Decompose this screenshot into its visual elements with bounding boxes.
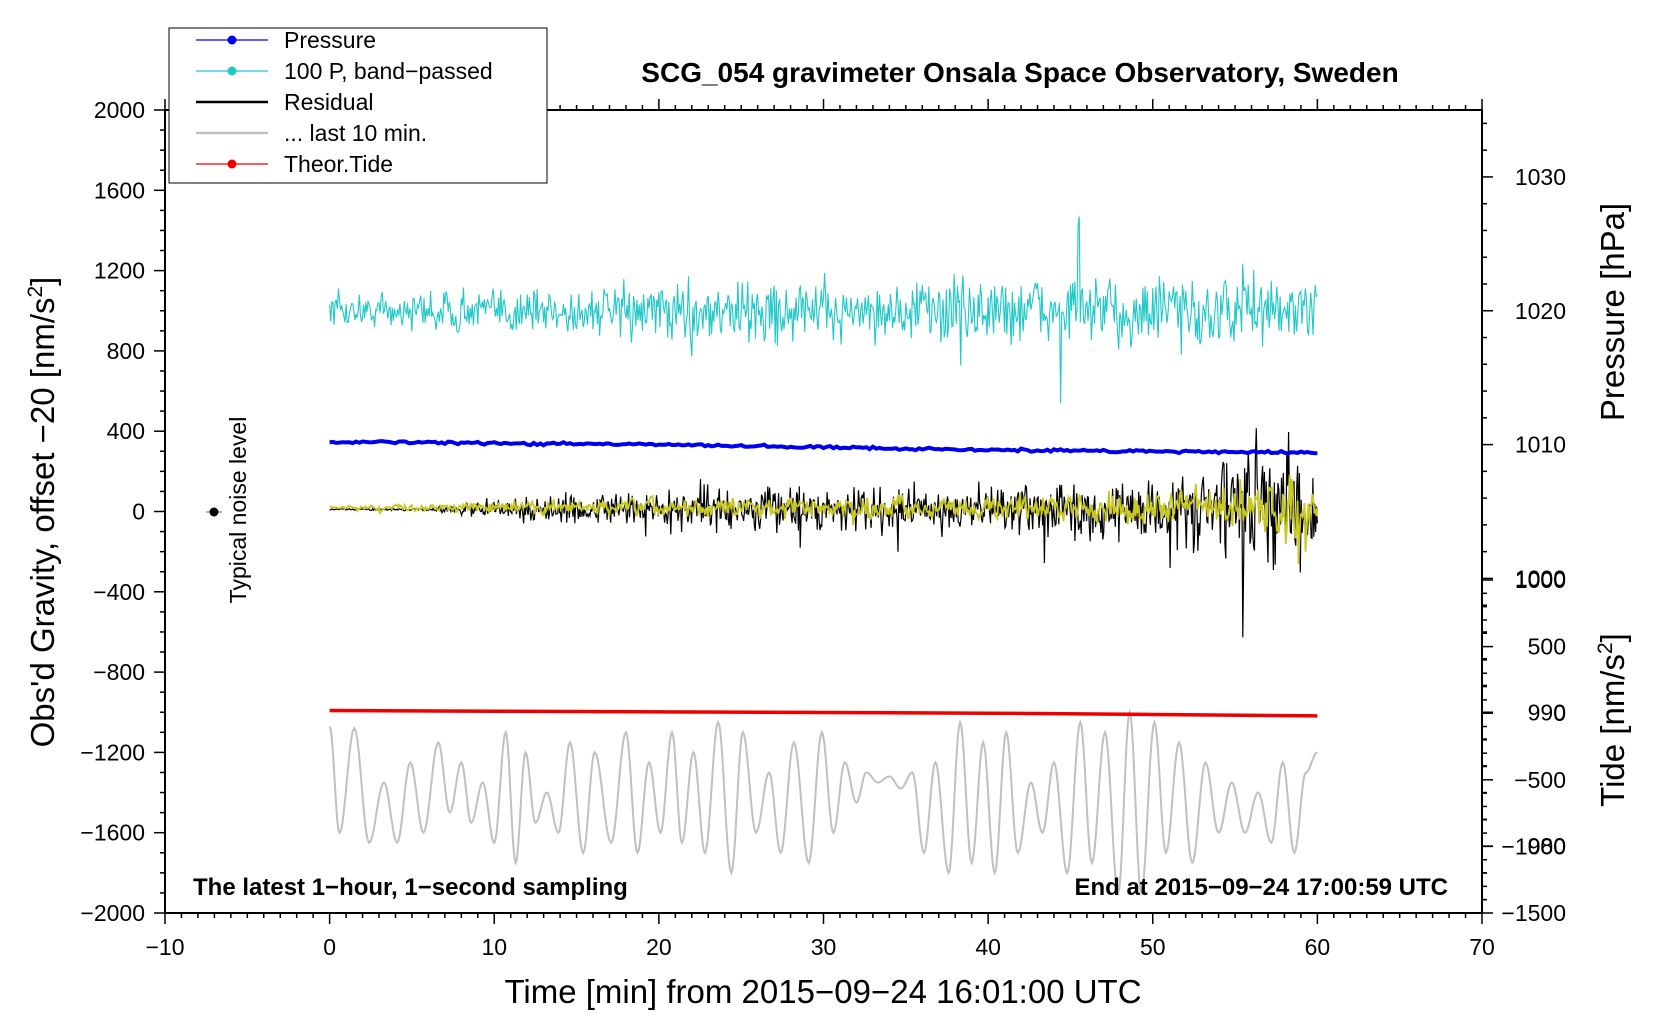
y-left-tick-label: −1200 — [80, 739, 145, 765]
tide-axis-title-close: ] — [1594, 633, 1631, 642]
tide-tick-label: 500 — [1528, 634, 1566, 660]
noise-point — [209, 507, 219, 517]
y-left-tick-label: −800 — [93, 659, 145, 685]
x-tick-label: 0 — [323, 934, 336, 960]
legend-item: 100 P, band−passed — [196, 58, 493, 84]
tide-tick-label: −1500 — [1501, 900, 1566, 926]
tide-tick-label: 1000 — [1515, 567, 1566, 593]
x-tick-label: 20 — [646, 934, 672, 960]
pressure-tick-labels: 1030 1020 1010 1000 990 980 — [1515, 164, 1566, 859]
x-tick-label: 10 — [481, 934, 507, 960]
legend: Pressure 100 P, band−passed Residual ... la… — [168, 27, 548, 184]
series-last-10-min — [328, 708, 1318, 897]
series-pressure — [329, 439, 1318, 456]
tide-axis-title-sup: 2 — [1594, 642, 1617, 654]
y-left-axis-title-sup: 2 — [24, 286, 47, 298]
y-left-tick-label: −1600 — [80, 820, 145, 846]
series-theoretical-tide — [329, 708, 1318, 718]
legend-marker — [227, 66, 237, 76]
pressure-tick-label: 1010 — [1515, 432, 1566, 458]
y-left-tick-label: 800 — [107, 338, 145, 364]
ticks-layer — [154, 99, 1493, 924]
x-tick-label: 50 — [1140, 934, 1166, 960]
legend-label: 100 P, band−passed — [284, 58, 493, 84]
pressure-axis-title: Pressure [hPa] — [1594, 203, 1631, 421]
x-tick-label: 70 — [1469, 934, 1495, 960]
pressure-tick-label: 980 — [1528, 833, 1566, 859]
legend-marker — [227, 159, 237, 169]
pressure-tick-label: 990 — [1528, 699, 1566, 725]
y-left-axis-title-close: ] — [24, 277, 61, 286]
y-left-axis-title-main: Obs'd Gravity, offset −20 [nm/s — [24, 298, 61, 748]
legend-item: ... last 10 min. — [196, 120, 427, 146]
noise-label: Typical noise level — [225, 417, 251, 604]
tide-tick-label: 0 — [1553, 700, 1566, 726]
tide-tick-label: −1000 — [1501, 833, 1566, 859]
tide-tick-label: −500 — [1514, 767, 1566, 793]
legend-label: ... last 10 min. — [284, 120, 427, 146]
legend-item: Residual — [196, 89, 374, 115]
x-tick-label: 30 — [811, 934, 837, 960]
series-residual — [329, 428, 1318, 638]
noise-marker: Typical noise level — [206, 417, 251, 604]
y-left-tick-label: 1200 — [94, 258, 145, 284]
legend-box — [168, 27, 548, 184]
tide-tick-labels: 1000 500 0 −500 −1000 −1500 — [1501, 567, 1566, 926]
footer-left-text: The latest 1−hour, 1−second sampling — [193, 874, 628, 901]
pressure-tick-label: 1030 — [1515, 164, 1566, 190]
y-left-tick-label: 400 — [107, 418, 145, 444]
pressure-tick-label: 1020 — [1515, 298, 1566, 324]
x-tick-labels: −10 0 10 20 30 40 50 60 70 — [145, 934, 1494, 960]
chart-title: SCG_054 gravimeter Onsala Space Observat… — [641, 57, 1398, 88]
pressure-tick-label: 1000 — [1515, 565, 1566, 591]
y-left-tick-label: −400 — [93, 579, 145, 605]
legend-marker — [227, 35, 237, 45]
x-tick-label: 40 — [975, 934, 1001, 960]
legend-label: Pressure — [284, 27, 376, 53]
x-axis-title: Time [min] from 2015−09−24 16:01:00 UTC — [504, 973, 1141, 1010]
footer-right-text: End at 2015−09−24 17:00:59 UTC — [1074, 874, 1448, 901]
legend-item: Pressure — [196, 27, 376, 53]
tide-axis-title: Tide [nm/s2] — [1594, 633, 1631, 807]
y-left-axis-title: Obs'd Gravity, offset −20 [nm/s2] — [24, 277, 61, 748]
x-tick-label: −10 — [145, 934, 184, 960]
series-band-passed-pressure — [329, 216, 1318, 404]
y-left-tick-label: 1600 — [94, 177, 145, 203]
y-left-tick-label: 2000 — [94, 97, 145, 123]
y-left-tick-label: −2000 — [80, 900, 145, 926]
y-left-tick-label: 0 — [132, 499, 145, 525]
x-tick-label: 60 — [1305, 934, 1331, 960]
series-layer — [328, 216, 1319, 897]
series-residual-filtered — [329, 474, 1319, 565]
legend-label: Theor.Tide — [284, 151, 393, 177]
legend-item: Theor.Tide — [196, 151, 393, 177]
legend-entries: Pressure 100 P, band−passed Residual ... la… — [196, 27, 493, 177]
tide-axis-title-main: Tide [nm/s — [1594, 654, 1631, 807]
y-left-tick-labels: 2000 1600 1200 800 400 0 −400 −800 −1200 −1600 −20… — [80, 97, 145, 926]
legend-label: Residual — [284, 89, 374, 115]
